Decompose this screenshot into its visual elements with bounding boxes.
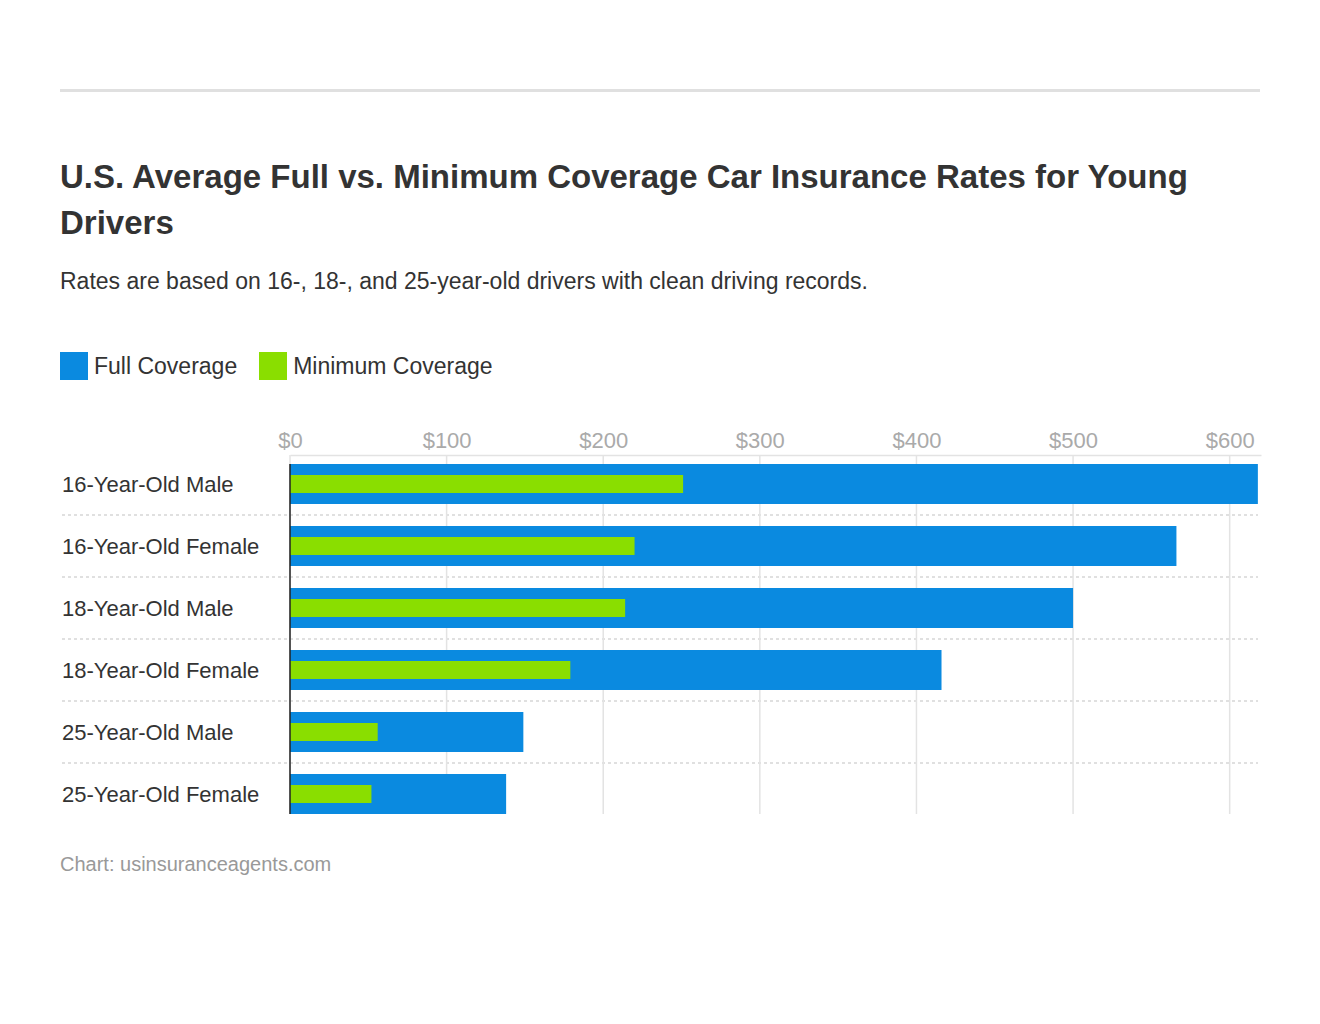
bar (290, 661, 570, 679)
tick-label: $500 (1049, 428, 1098, 453)
subtitle: Rates are based on 16-, 18-, and 25-year… (60, 268, 1260, 295)
bar (290, 588, 1073, 628)
bar (290, 774, 506, 814)
legend-swatch (259, 352, 287, 380)
bar (290, 599, 625, 617)
grid-line (759, 455, 761, 814)
bar (290, 464, 1258, 504)
bar (290, 475, 683, 493)
category-labels: 16-Year-Old Male 16-Year-Old Female 18-Yea… (62, 472, 259, 807)
bar (290, 785, 371, 803)
tick-label: $100 (423, 428, 472, 453)
bar (290, 650, 942, 690)
grid-line (1072, 455, 1074, 814)
category-label: 25-Year-Old Female (62, 782, 259, 807)
grid-line (1229, 455, 1231, 814)
grid-line (446, 455, 448, 814)
tick-label: $200 (579, 428, 628, 453)
row-separator (62, 762, 1258, 764)
legend: Full Coverage Minimum Coverage (60, 352, 515, 380)
series-bars (290, 475, 683, 803)
x-axis: $0 $100 $200 $300 $400 $500 $600 (278, 428, 1261, 456)
grid-line (289, 455, 291, 814)
top-rule (60, 89, 1260, 92)
legend-swatch (60, 352, 88, 380)
tick-label: $300 (736, 428, 785, 453)
bar (290, 712, 523, 752)
bar (290, 526, 1176, 566)
tick: $200 (579, 428, 628, 455)
bars (290, 464, 1258, 814)
category-label: 18-Year-Old Female (62, 658, 259, 683)
category-label: 18-Year-Old Male (62, 596, 234, 621)
tick: $300 (736, 428, 785, 455)
bar (290, 537, 635, 555)
title: U.S. Average Full vs. Minimum Coverage C… (60, 154, 1260, 246)
axis-line (291, 455, 1262, 457)
legend-item: Full Coverage (60, 352, 237, 380)
legend-label: Full Coverage (94, 353, 237, 380)
plot: $0 $100 $200 $300 $400 $500 $600 16-Year-Old Ma… (62, 428, 1262, 814)
tick: $400 (892, 428, 941, 455)
tick: $0 (278, 428, 302, 455)
bar (290, 723, 378, 741)
grid-line (602, 455, 604, 814)
category-label: 25-Year-Old Male (62, 720, 234, 745)
category-label: 16-Year-Old Male (62, 472, 234, 497)
tick-label: $0 (278, 428, 302, 453)
row-separator (62, 638, 1258, 640)
series-bars (290, 464, 1258, 814)
row-separator (62, 576, 1258, 578)
grid-line (916, 455, 918, 814)
legend-label: Minimum Coverage (293, 353, 492, 380)
row-separator (62, 514, 1258, 516)
baseline (289, 464, 291, 814)
tick: $100 (423, 428, 472, 455)
tick-label: $600 (1206, 428, 1255, 453)
tick: $500 (1049, 428, 1098, 455)
source: Chart: usinsuranceagents.com (60, 853, 331, 876)
tick: $600 (1206, 428, 1255, 455)
category-label: 16-Year-Old Female (62, 534, 259, 559)
tick-label: $400 (892, 428, 941, 453)
legend-item: Minimum Coverage (259, 352, 492, 380)
grid (290, 455, 1230, 814)
row-separator (62, 700, 1258, 702)
